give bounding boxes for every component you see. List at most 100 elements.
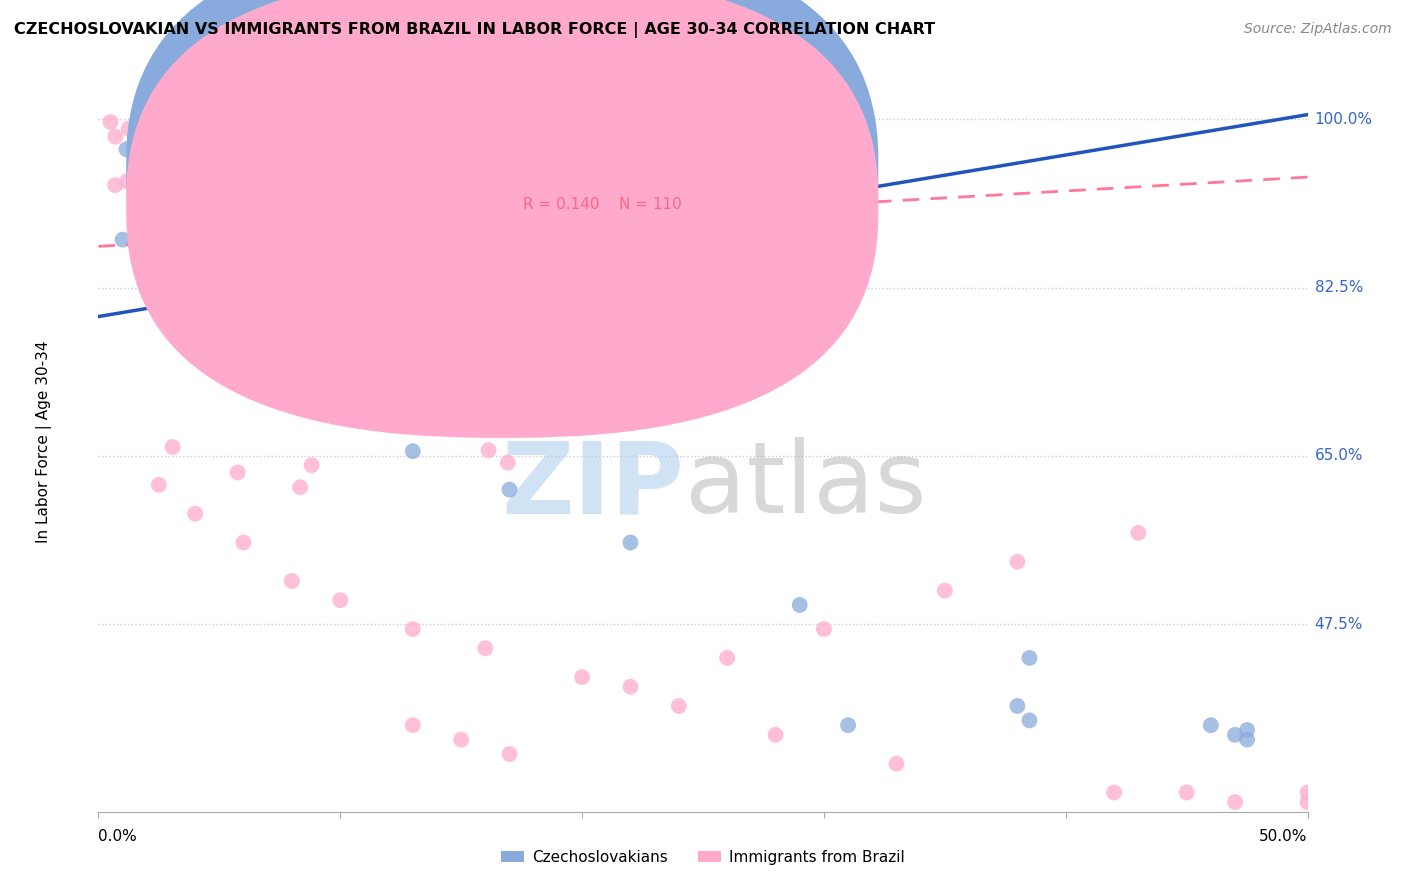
Point (534, 146, 557, 161)
Point (132, 243, 155, 257)
Point (388, 125, 411, 139)
Point (501, 169, 523, 183)
FancyBboxPatch shape (474, 145, 727, 227)
Point (405, 116, 427, 130)
Point (148, 229, 170, 244)
Point (384, 166, 406, 180)
Point (174, 124, 197, 138)
Point (682, 128, 704, 143)
Point (193, 234, 215, 248)
Point (503, 170, 526, 185)
Point (1223, 728, 1246, 742)
Point (115, 142, 138, 156)
Text: 82.5%: 82.5% (1315, 280, 1362, 295)
Point (252, 270, 274, 285)
Point (228, 164, 250, 178)
Point (186, 312, 208, 326)
Point (581, 132, 603, 146)
Point (150, 129, 173, 144)
Point (136, 126, 159, 140)
Point (231, 130, 253, 145)
Point (599, 122, 621, 136)
Point (226, 168, 249, 182)
Point (231, 137, 253, 152)
Point (247, 169, 270, 183)
Point (115, 174, 138, 188)
Point (180, 313, 202, 327)
Point (1296, 785, 1319, 799)
Text: CZECHOSLOVAKIAN VS IMMIGRANTS FROM BRAZIL IN LABOR FORCE | AGE 30-34 CORRELATION: CZECHOSLOVAKIAN VS IMMIGRANTS FROM BRAZI… (14, 22, 935, 38)
Point (1007, 555, 1029, 569)
Point (472, 408, 495, 422)
Point (725, 139, 748, 153)
Point (184, 507, 207, 521)
Point (399, 155, 422, 169)
Point (789, 598, 811, 612)
Text: Source: ZipAtlas.com: Source: ZipAtlas.com (1244, 22, 1392, 37)
Point (484, 149, 506, 163)
Point (179, 140, 201, 154)
Text: In Labor Force | Age 30-34: In Labor Force | Age 30-34 (37, 340, 52, 543)
Point (595, 379, 617, 393)
Point (297, 171, 319, 186)
Point (380, 127, 402, 141)
Point (142, 118, 165, 132)
Point (709, 175, 731, 189)
Point (434, 115, 457, 129)
Point (602, 113, 624, 128)
Point (886, 756, 908, 771)
Point (444, 158, 467, 172)
Text: R = 0.140    N = 110: R = 0.140 N = 110 (523, 197, 682, 212)
Point (475, 168, 498, 182)
Point (529, 171, 551, 186)
Point (682, 142, 704, 156)
FancyBboxPatch shape (127, 0, 879, 401)
Point (1018, 651, 1040, 665)
Point (402, 718, 425, 732)
Point (440, 165, 463, 179)
Point (716, 651, 738, 665)
Point (226, 169, 249, 184)
Point (222, 158, 245, 172)
Point (284, 163, 307, 178)
Point (398, 277, 420, 291)
Point (571, 670, 593, 684)
Point (502, 119, 524, 133)
Point (243, 169, 266, 183)
Point (337, 179, 360, 194)
Point (396, 336, 419, 351)
Point (474, 641, 496, 656)
Point (100, 115, 122, 129)
Point (281, 574, 304, 588)
Point (619, 680, 641, 694)
Point (668, 698, 690, 713)
Point (614, 130, 637, 145)
Point (309, 172, 332, 186)
Point (221, 328, 243, 343)
Point (605, 121, 627, 136)
Text: 50.0%: 50.0% (1260, 829, 1308, 844)
Point (335, 148, 357, 162)
Point (254, 175, 277, 189)
Point (696, 136, 718, 150)
Point (222, 149, 245, 163)
Point (427, 373, 450, 387)
Point (162, 440, 184, 454)
Text: 100.0%: 100.0% (1315, 112, 1372, 127)
Point (301, 458, 323, 473)
Text: 0.0%: 0.0% (98, 829, 138, 844)
Text: atlas: atlas (685, 437, 927, 534)
Point (453, 115, 475, 129)
Point (496, 456, 519, 470)
Point (402, 444, 425, 458)
Point (581, 119, 603, 133)
Point (212, 153, 235, 167)
Point (349, 145, 371, 160)
Point (546, 142, 568, 156)
Point (554, 177, 576, 191)
Point (1199, 718, 1222, 732)
Point (433, 158, 456, 172)
Point (129, 168, 152, 182)
Point (413, 176, 436, 190)
Point (1007, 698, 1029, 713)
